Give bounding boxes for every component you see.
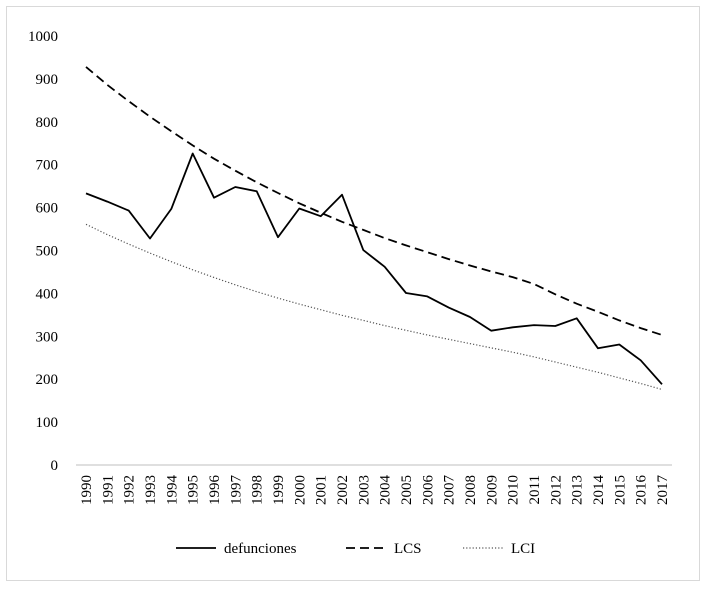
y-tick-label: 200 xyxy=(36,372,59,388)
x-tick-label: 2002 xyxy=(335,475,351,505)
y-tick-label: 600 xyxy=(36,201,59,217)
x-tick-label: 2014 xyxy=(591,475,607,506)
x-tick-label: 1994 xyxy=(164,475,180,506)
y-tick-label: 700 xyxy=(36,158,59,174)
x-tick-label: 2003 xyxy=(356,475,372,505)
series-line-defunciones xyxy=(85,152,663,385)
x-tick-label: 2008 xyxy=(463,475,479,505)
x-tick-label: 1993 xyxy=(143,475,159,505)
y-tick-label: 0 xyxy=(51,458,59,474)
x-axis-ticks: 1990 1991 1992 1993 1994 1995 1996 1997 1998 1999… xyxy=(79,475,671,506)
y-tick-label: 100 xyxy=(36,415,59,431)
legend-label-lci: LCI xyxy=(511,541,535,557)
x-tick-label: 2000 xyxy=(292,475,308,505)
x-tick-label: 1999 xyxy=(271,475,287,505)
x-tick-label: 2004 xyxy=(378,475,394,506)
x-tick-label: 2015 xyxy=(612,475,628,505)
legend: defunciones LCS LCI xyxy=(176,541,535,557)
x-tick-label: 2009 xyxy=(484,475,500,505)
x-tick-label: 2006 xyxy=(420,475,436,506)
chart-frame xyxy=(6,6,700,581)
x-tick-label: 1992 xyxy=(122,475,138,505)
x-tick-label: 1991 xyxy=(100,475,116,505)
y-tick-label: 400 xyxy=(36,286,59,302)
x-tick-label: 2016 xyxy=(634,475,650,506)
y-tick-label: 500 xyxy=(36,244,59,260)
series-line-lcs xyxy=(85,66,663,336)
x-tick-label: 2013 xyxy=(570,475,586,505)
x-tick-label: 2017 xyxy=(655,475,671,506)
y-axis-ticks: 0 100 200 300 400 500 600 700 800 900 1000 xyxy=(28,29,58,474)
series-lines xyxy=(85,66,663,391)
y-tick-label: 900 xyxy=(36,72,59,88)
x-tick-label: 1996 xyxy=(207,475,223,506)
series-line-lci xyxy=(85,223,663,391)
x-tick-label: 1995 xyxy=(186,475,202,505)
x-tick-label: 2010 xyxy=(506,475,522,505)
x-tick-label: 2011 xyxy=(527,475,543,504)
y-tick-label: 800 xyxy=(36,115,59,131)
x-tick-label: 1990 xyxy=(79,475,95,505)
y-tick-label: 1000 xyxy=(28,29,58,45)
x-tick-label: 2012 xyxy=(548,475,564,505)
legend-label-lcs: LCS xyxy=(394,541,422,557)
x-tick-label: 1998 xyxy=(250,475,266,505)
x-tick-label: 2007 xyxy=(442,475,458,506)
x-tick-label: 2005 xyxy=(399,475,415,505)
legend-label-defunciones: defunciones xyxy=(224,541,297,557)
x-tick-label: 2001 xyxy=(314,475,330,505)
x-tick-label: 1997 xyxy=(228,475,244,506)
y-tick-label: 300 xyxy=(36,329,59,345)
